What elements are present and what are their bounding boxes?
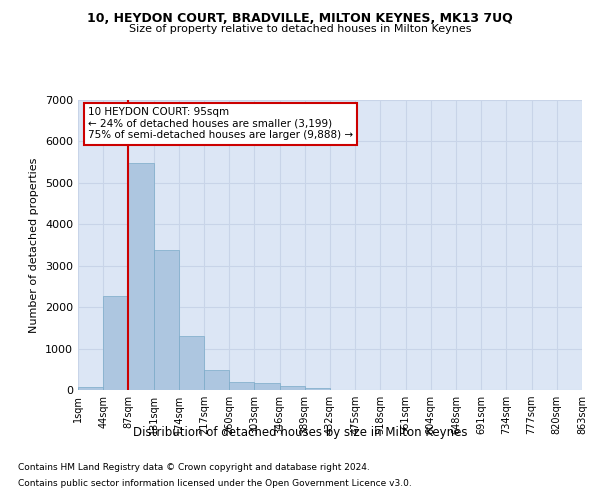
- Text: 10, HEYDON COURT, BRADVILLE, MILTON KEYNES, MK13 7UQ: 10, HEYDON COURT, BRADVILLE, MILTON KEYN…: [87, 12, 513, 26]
- Text: Contains public sector information licensed under the Open Government Licence v3: Contains public sector information licen…: [18, 478, 412, 488]
- Text: Size of property relative to detached houses in Milton Keynes: Size of property relative to detached ho…: [129, 24, 471, 34]
- Bar: [229, 382, 254, 390]
- Bar: [179, 336, 204, 390]
- Bar: [254, 384, 280, 390]
- Bar: [103, 296, 128, 390]
- Text: 10 HEYDON COURT: 95sqm
← 24% of detached houses are smaller (3,199)
75% of semi-: 10 HEYDON COURT: 95sqm ← 24% of detached…: [88, 108, 353, 140]
- Text: Distribution of detached houses by size in Milton Keynes: Distribution of detached houses by size …: [133, 426, 467, 439]
- Bar: [154, 250, 179, 390]
- Bar: [204, 370, 229, 390]
- Bar: [305, 388, 330, 390]
- Bar: [128, 163, 154, 390]
- Bar: [280, 386, 305, 390]
- Y-axis label: Number of detached properties: Number of detached properties: [29, 158, 40, 332]
- Bar: [78, 387, 103, 390]
- Text: Contains HM Land Registry data © Crown copyright and database right 2024.: Contains HM Land Registry data © Crown c…: [18, 464, 370, 472]
